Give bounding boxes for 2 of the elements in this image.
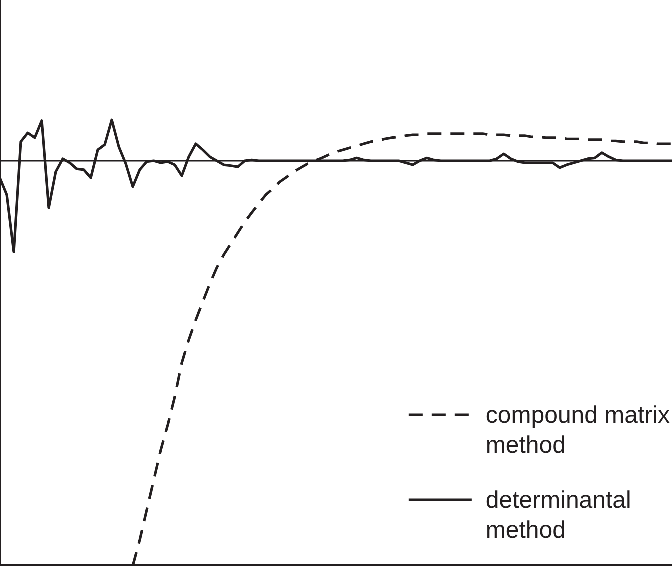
legend-label: compound matrix method	[486, 402, 670, 459]
legend-label: determinantal method	[486, 487, 632, 544]
